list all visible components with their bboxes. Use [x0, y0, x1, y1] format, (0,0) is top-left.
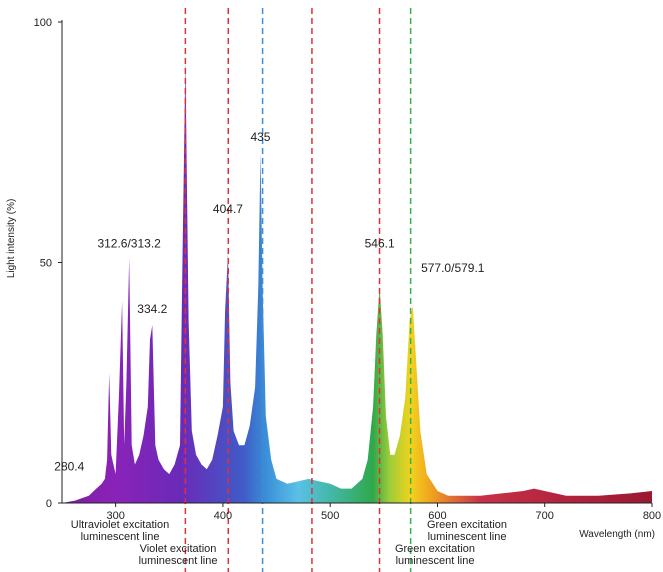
x-tick-label: 400	[214, 510, 232, 522]
peak-label: 334.2	[137, 302, 167, 316]
x-tick-label: 300	[106, 510, 124, 522]
peak-label: 280.4	[54, 460, 84, 474]
excitation-line-label: luminescent line	[428, 531, 507, 543]
excitation-line-label: luminescent line	[139, 555, 218, 567]
y-tick-label: 100	[34, 17, 52, 29]
peak-label: 312.6/313.2	[97, 237, 161, 251]
excitation-line-label: Green excitation	[395, 543, 475, 555]
excitation-line-label: Ultraviolet excitation	[71, 519, 169, 531]
spectrum-area	[62, 60, 652, 503]
y-tick-label: 0	[46, 498, 52, 510]
y-tick-label: 50	[40, 258, 52, 270]
excitation-line-label: luminescent line	[396, 555, 475, 567]
excitation-line-label: Violet excitation	[140, 543, 217, 555]
peak-label: 577.0/579.1	[421, 261, 485, 275]
x-axis-title: Wavelength (nm)	[579, 529, 655, 540]
y-axis-title: Light intensity (%)	[6, 199, 17, 278]
peak-label: 435	[250, 130, 270, 144]
peak-label: 404.7	[213, 202, 243, 216]
peak-label: 546.1	[365, 237, 395, 251]
x-tick-label: 800	[643, 510, 661, 522]
x-tick-label: 500	[321, 510, 339, 522]
excitation-line-label: Green excitation	[427, 519, 507, 531]
x-tick-label: 700	[536, 510, 554, 522]
x-tick-label: 600	[428, 510, 446, 522]
excitation-line-label: luminescent line	[81, 531, 160, 543]
